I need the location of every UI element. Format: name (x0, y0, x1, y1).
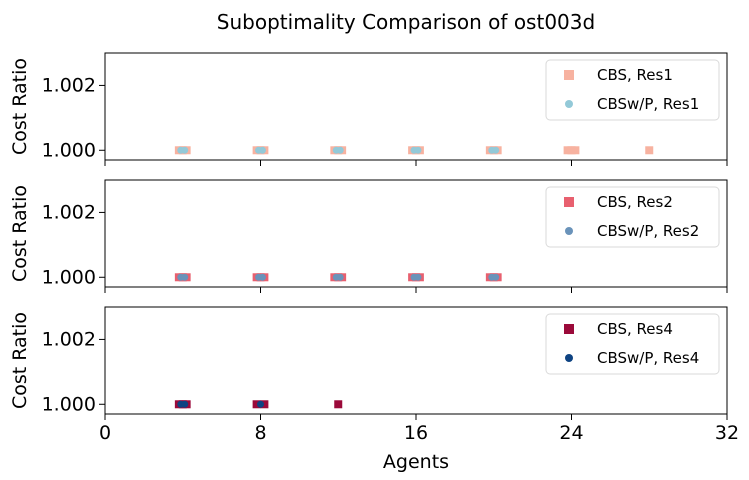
chart-panel-1: 1.000 1.002 Cost Ratio CBS, Res1 CBSw/P, Res… (9, 52, 728, 166)
legend-marker-square (564, 324, 574, 334)
chart-panel-3: 1.000 1.002 Cost Ratio CBS, Res4 CBSw/P, Res… (9, 306, 728, 420)
data-point-circle (258, 146, 266, 154)
data-point-circle (336, 146, 344, 154)
legend-marker-square (564, 70, 574, 80)
chart-panels: 1.000 1.002 Cost Ratio CBS, Res1 CBSw/P, Res… (9, 52, 728, 420)
data-point-circle (257, 400, 264, 408)
legend-label: CBSw/P, Res2 (597, 222, 699, 240)
y-tick-label: 1.002 (42, 328, 96, 350)
y-tick-label: 1.000 (42, 393, 96, 415)
legend-box (545, 59, 720, 121)
data-point-circle (181, 400, 189, 408)
y-tick-label: 1.000 (42, 266, 96, 288)
legend: CBS, Res1 CBSw/P, Res1 (545, 59, 720, 121)
legend-marker-circle (565, 227, 573, 235)
chart-panel-2: 1.000 1.002 Cost Ratio CBS, Res2 CBSw/P, Res… (9, 179, 728, 293)
y-tick-label: 1.000 (42, 139, 96, 161)
legend-marker-square (564, 197, 574, 207)
data-point-circle (492, 146, 500, 154)
data-point-circle (181, 146, 189, 154)
y-tick-label: 1.002 (42, 201, 96, 223)
plot-frame (104, 306, 728, 415)
x-tick-label: 0 (99, 422, 111, 444)
data-point-square (334, 400, 343, 409)
data-point-circle (414, 273, 422, 281)
legend-box (545, 313, 720, 375)
x-axis: 0 8 16 24 32 (99, 422, 739, 444)
data-point-square (252, 400, 261, 409)
data-point-circle (258, 273, 266, 281)
data-point-square (645, 146, 654, 155)
y-axis-label: Cost Ratio (9, 312, 31, 409)
data-point-square (260, 400, 269, 409)
legend-label: CBS, Res2 (597, 193, 673, 211)
legend-box (545, 186, 720, 248)
y-tick-label: 1.002 (42, 74, 96, 96)
legend-label: CBSw/P, Res1 (597, 95, 699, 113)
data-point-circle (336, 273, 344, 281)
legend-label: CBS, Res1 (597, 66, 673, 84)
legend-label: CBSw/P, Res4 (597, 349, 699, 367)
legend-marker-circle (565, 354, 573, 362)
legend: CBS, Res4 CBSw/P, Res4 (545, 313, 720, 375)
x-tick-label: 32 (715, 422, 739, 444)
x-tick-label: 8 (254, 422, 266, 444)
legend-marker-circle (565, 100, 573, 108)
plot-frame (104, 52, 728, 161)
data-point-circle (492, 273, 500, 281)
y-axis-label: Cost Ratio (9, 58, 31, 155)
data-point-square (571, 146, 580, 155)
legend: CBS, Res2 CBSw/P, Res2 (545, 186, 720, 248)
x-tick-label: 24 (559, 422, 583, 444)
data-point-circle (181, 273, 189, 281)
x-tick-label: 16 (404, 422, 428, 444)
x-axis-label: Agents (383, 451, 449, 473)
data-point-circle (414, 146, 422, 154)
plot-frame (104, 179, 728, 288)
chart-title: Suboptimality Comparison of ost003d (217, 10, 595, 34)
y-axis-label: Cost Ratio (9, 185, 31, 282)
legend-label: CBS, Res4 (597, 320, 673, 338)
